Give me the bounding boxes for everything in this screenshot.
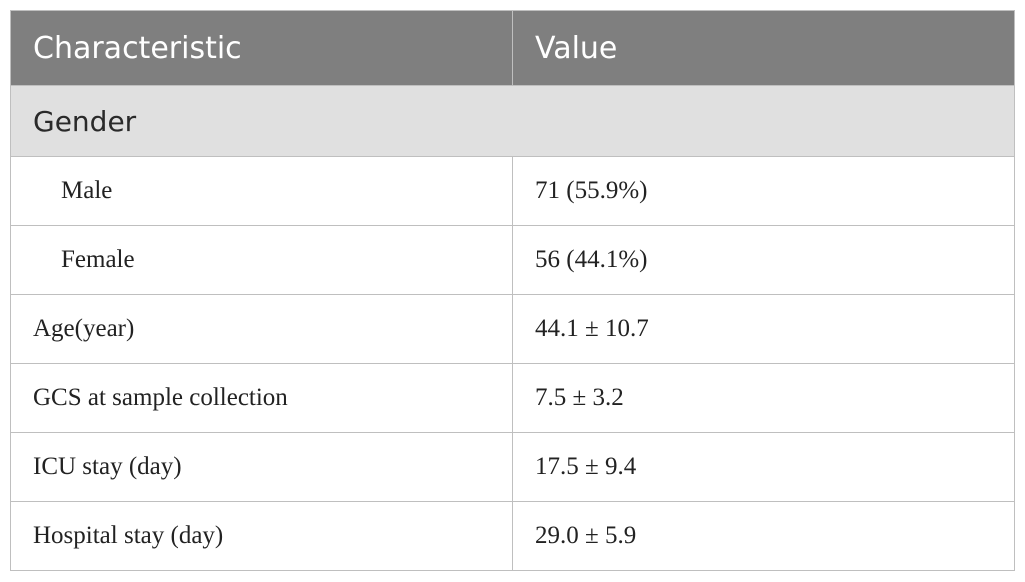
table-row: GCS at sample collection 7.5 ± 3.2 xyxy=(10,363,1015,433)
row-label: Hospital stay (day) xyxy=(10,501,513,571)
table-row: Male 71 (55.9%) xyxy=(10,156,1015,226)
row-label: Age(year) xyxy=(10,294,513,364)
section-label: Gender xyxy=(10,85,1015,157)
table-header-row: Characteristic Value xyxy=(10,10,1015,86)
table-row: ICU stay (day) 17.5 ± 9.4 xyxy=(10,432,1015,502)
row-value: 17.5 ± 9.4 xyxy=(512,432,1015,502)
table-row: Female 56 (44.1%) xyxy=(10,225,1015,295)
row-value: 29.0 ± 5.9 xyxy=(512,501,1015,571)
row-label: GCS at sample collection xyxy=(10,363,513,433)
row-label: Female xyxy=(10,225,513,295)
row-label: ICU stay (day) xyxy=(10,432,513,502)
table-row: Hospital stay (day) 29.0 ± 5.9 xyxy=(10,501,1015,571)
characteristics-table: Characteristic Value Gender Male 71 (55.… xyxy=(10,10,1015,571)
column-header-characteristic: Characteristic xyxy=(10,10,513,86)
row-value: 56 (44.1%) xyxy=(512,225,1015,295)
column-header-value: Value xyxy=(512,10,1015,86)
row-value: 44.1 ± 10.7 xyxy=(512,294,1015,364)
row-label: Male xyxy=(10,156,513,226)
row-value: 71 (55.9%) xyxy=(512,156,1015,226)
section-row-gender: Gender xyxy=(10,85,1015,157)
row-value: 7.5 ± 3.2 xyxy=(512,363,1015,433)
table-row: Age(year) 44.1 ± 10.7 xyxy=(10,294,1015,364)
